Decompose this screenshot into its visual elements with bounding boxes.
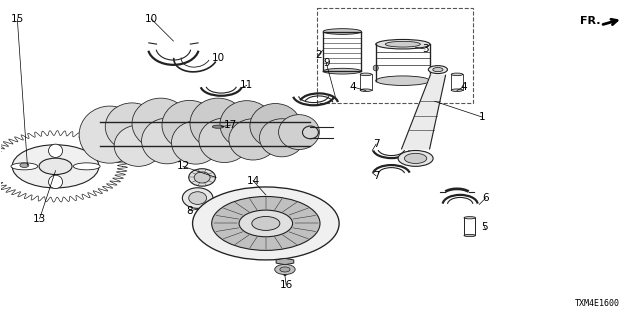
Text: 4: 4 xyxy=(350,82,356,92)
Text: 3: 3 xyxy=(422,44,428,54)
Text: 6: 6 xyxy=(483,193,489,203)
Ellipse shape xyxy=(428,66,447,74)
Polygon shape xyxy=(401,75,445,149)
Text: 5: 5 xyxy=(481,222,488,232)
Ellipse shape xyxy=(464,234,476,236)
Ellipse shape xyxy=(250,104,301,148)
Polygon shape xyxy=(276,258,294,265)
Ellipse shape xyxy=(373,65,378,71)
Ellipse shape xyxy=(199,118,250,163)
Ellipse shape xyxy=(11,163,38,170)
Ellipse shape xyxy=(212,125,224,128)
Ellipse shape xyxy=(259,119,304,157)
Ellipse shape xyxy=(303,126,319,139)
Text: 14: 14 xyxy=(246,176,260,186)
Ellipse shape xyxy=(323,68,362,74)
Circle shape xyxy=(239,210,292,237)
Text: 15: 15 xyxy=(11,14,24,24)
Circle shape xyxy=(280,267,290,272)
Ellipse shape xyxy=(398,150,433,166)
Ellipse shape xyxy=(220,101,273,148)
Text: FR.: FR. xyxy=(580,16,600,26)
Circle shape xyxy=(212,196,320,251)
Ellipse shape xyxy=(451,73,463,76)
Text: 8: 8 xyxy=(186,206,193,216)
Circle shape xyxy=(39,158,72,174)
Ellipse shape xyxy=(229,119,277,160)
Text: 4: 4 xyxy=(460,82,467,92)
Ellipse shape xyxy=(105,103,159,150)
Text: 2: 2 xyxy=(315,50,321,60)
Ellipse shape xyxy=(79,106,140,163)
Circle shape xyxy=(193,187,339,260)
Ellipse shape xyxy=(385,41,420,47)
Ellipse shape xyxy=(360,73,372,76)
Circle shape xyxy=(275,264,295,275)
Ellipse shape xyxy=(404,153,427,164)
Ellipse shape xyxy=(74,163,100,170)
Text: 9: 9 xyxy=(323,58,330,68)
Ellipse shape xyxy=(49,175,63,188)
Text: TXM4E1600: TXM4E1600 xyxy=(575,299,620,308)
Circle shape xyxy=(12,145,99,188)
Circle shape xyxy=(252,216,280,230)
Text: 10: 10 xyxy=(145,14,157,24)
Ellipse shape xyxy=(49,144,63,157)
Text: 7: 7 xyxy=(372,171,380,181)
Ellipse shape xyxy=(433,68,443,72)
Ellipse shape xyxy=(114,125,163,166)
Ellipse shape xyxy=(464,217,476,219)
Text: 10: 10 xyxy=(211,53,225,63)
Text: 12: 12 xyxy=(177,161,189,171)
Text: 17: 17 xyxy=(224,120,237,130)
Circle shape xyxy=(20,163,29,167)
Ellipse shape xyxy=(189,169,216,186)
Ellipse shape xyxy=(189,192,207,204)
Text: 16: 16 xyxy=(280,280,293,290)
Text: 13: 13 xyxy=(33,214,46,224)
Text: 1: 1 xyxy=(479,112,486,122)
Ellipse shape xyxy=(278,115,319,149)
Ellipse shape xyxy=(376,76,430,85)
Ellipse shape xyxy=(360,89,372,92)
Ellipse shape xyxy=(182,188,213,208)
Ellipse shape xyxy=(194,172,210,183)
Ellipse shape xyxy=(323,29,362,34)
Text: 11: 11 xyxy=(240,80,253,91)
Ellipse shape xyxy=(376,39,430,49)
Ellipse shape xyxy=(141,118,193,164)
Ellipse shape xyxy=(190,98,246,149)
Text: 7: 7 xyxy=(372,139,380,149)
Ellipse shape xyxy=(172,121,220,164)
Ellipse shape xyxy=(132,98,189,149)
Ellipse shape xyxy=(451,89,463,92)
Ellipse shape xyxy=(162,100,217,150)
